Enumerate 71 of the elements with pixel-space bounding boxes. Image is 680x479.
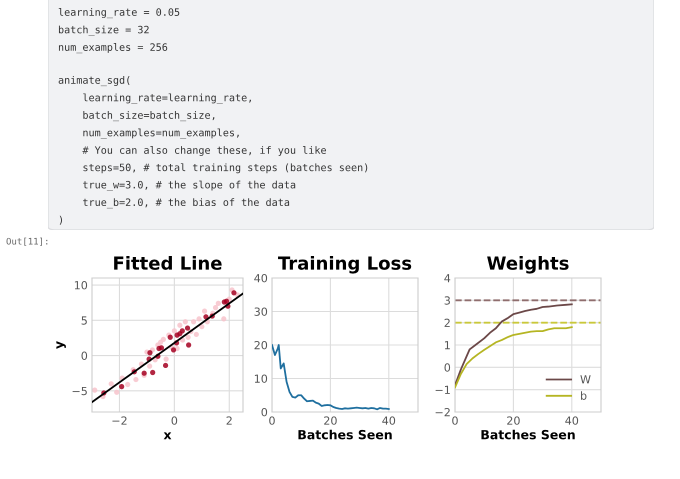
point (162, 362, 168, 368)
point (177, 322, 182, 328)
line-series (455, 303, 573, 386)
y-tick-label: −5 (72, 386, 87, 396)
text: Out[11]: (6, 238, 48, 246)
point (202, 308, 208, 314)
point (147, 364, 152, 369)
point (119, 384, 124, 390)
point (164, 356, 169, 362)
point (182, 319, 188, 324)
point (190, 319, 196, 324)
x-tick-label: 0 (452, 416, 458, 425)
point (185, 334, 191, 340)
y-axis-title: y (56, 341, 66, 349)
x-axis-title: Batches Seen (298, 430, 392, 440)
point (222, 299, 227, 305)
chart-title: Weights (487, 256, 569, 274)
text: learning_rate = 0.05 batch_size = 32 num_examples = 256 (58, 8, 180, 54)
text: animate_sgd( learning_rate=learning_rate, batch_size=batch_size, num_examples=num_examples, # You can also change these, if you like steps=50, # total training steps (batches seen) true_w=3.0, # the slope of the data true_b=2.0, # the bias of the data ) (58, 76, 368, 225)
y-tick-label: 20 (254, 340, 268, 350)
y-tick-label: −1 (436, 386, 450, 394)
point (170, 347, 176, 353)
y-tick-label: 0 (261, 408, 268, 416)
x-axis-title: x (164, 432, 172, 440)
point (216, 300, 221, 306)
y-tick-label: −2 (436, 408, 450, 416)
point (172, 328, 177, 334)
point (231, 290, 237, 296)
x-tick-label: 2 (226, 416, 232, 425)
x-tick-label: 0 (269, 416, 275, 425)
point (184, 325, 190, 331)
chart-title: Fitted Line (114, 256, 222, 270)
point (160, 336, 166, 342)
x-tick-label: 40 (382, 416, 396, 425)
x-tick-label: −2 (112, 416, 127, 425)
point (92, 388, 98, 393)
point (186, 342, 192, 348)
x-tick-label: 20 (507, 416, 520, 425)
point (199, 324, 204, 330)
y-tick-label: 30 (254, 307, 268, 316)
y-tick-label: 3 (444, 296, 450, 305)
chart-title: Training Loss (278, 256, 412, 274)
y-tick-label: 10 (254, 374, 268, 383)
point (221, 316, 226, 322)
point (194, 332, 199, 338)
x-tick-label: 20 (324, 416, 337, 425)
line-series (272, 344, 390, 410)
point (156, 346, 162, 352)
y-tick-label: 0 (444, 363, 450, 372)
x-tick-label: 0 (172, 416, 178, 425)
point (114, 390, 120, 395)
line-series (455, 326, 573, 388)
point (212, 305, 218, 310)
y-tick-label: 10 (74, 281, 88, 290)
point (147, 350, 153, 356)
point (133, 376, 139, 382)
point (174, 332, 180, 338)
y-tick-label: 5 (82, 316, 87, 325)
y-tick-label: 2 (444, 318, 450, 327)
y-tick-label: 0 (81, 352, 88, 360)
point (150, 370, 156, 376)
point (108, 381, 114, 386)
y-tick-label: 4 (444, 274, 450, 282)
point (196, 316, 202, 322)
x-tick-label: 40 (565, 416, 578, 425)
y-tick-label: 1 (444, 341, 450, 350)
point (125, 382, 130, 388)
legend-label: b (581, 391, 586, 400)
legend-label: W (580, 375, 591, 384)
y-tick-label: 40 (254, 274, 268, 282)
x-axis-title: Batches Seen (481, 430, 575, 440)
